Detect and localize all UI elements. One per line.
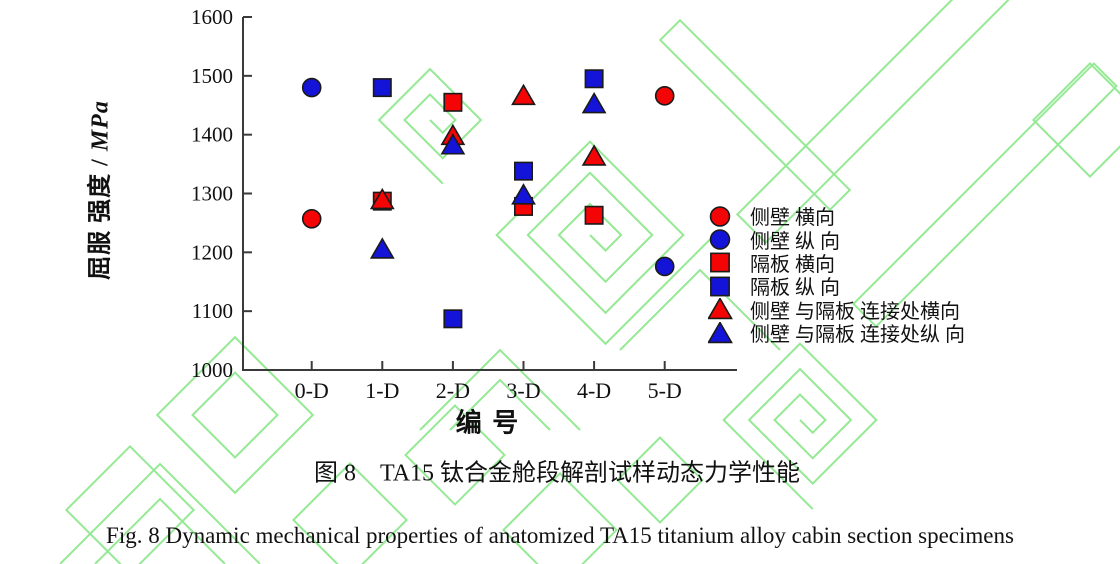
marker-triangle	[581, 144, 607, 166]
legend-label: 隔板 横向	[750, 253, 835, 276]
legend-item-sidewall-transverse: 侧壁 横向	[708, 204, 965, 230]
legend-marker-glyph	[710, 253, 730, 273]
y-tick-label: 1000	[191, 358, 233, 382]
y-axis-title-text: 屈服 强度 /	[87, 151, 114, 280]
marker-triangle	[369, 237, 395, 259]
x-tick-label: 2-D	[436, 378, 470, 403]
legend-marker-glyph	[708, 298, 733, 320]
x-tick-label: 4-D	[577, 378, 611, 403]
marker-circle	[654, 86, 675, 106]
x-tick-label: 0-D	[295, 378, 329, 403]
marker-square	[372, 78, 392, 98]
legend-label: 侧壁 与隔板 连接处纵 向	[750, 324, 965, 347]
y-tick-label: 1400	[191, 123, 233, 147]
marker-triangle	[511, 83, 536, 106]
x-tick-label: 3-D	[506, 378, 540, 403]
legend-item-bulkhead-transverse: 隔板 横向	[708, 251, 965, 276]
marker-triangle	[708, 321, 733, 343]
legend-item-joint-transverse: 侧壁 与隔板 连接处横向	[708, 298, 965, 323]
red-triangle-icon	[708, 298, 738, 320]
marker-square	[710, 253, 730, 273]
legend-label: 侧壁 纵 向	[750, 230, 840, 253]
marker-square	[584, 69, 604, 89]
y-tick-label: 1600	[191, 5, 233, 29]
red-circle-icon	[708, 205, 738, 227]
x-axis-title: 编 号	[455, 408, 521, 438]
legend-item-sidewall-longitudinal: 侧壁 纵 向	[708, 227, 965, 253]
marker-square	[584, 205, 604, 225]
legend-item-bulkhead-longitudinal: 隔板 纵 向	[708, 274, 965, 300]
blue-circle-icon	[708, 228, 738, 250]
legend-marker-glyph	[709, 229, 731, 250]
marker-triangle	[708, 298, 733, 320]
caption-english: Fig. 8 Dynamic mechanical properties of …	[106, 523, 1014, 548]
y-axis-unit: MPa	[87, 100, 114, 152]
blue-triangle-icon	[708, 321, 738, 344]
caption-chinese: 图 8 TA15 钛合金舱段解剖试样动态力学性能	[313, 460, 801, 487]
marker-triangle	[511, 183, 536, 205]
x-tick-label: 1-D	[365, 378, 399, 403]
y-tick-label: 1200	[191, 240, 233, 264]
marker-triangle	[581, 91, 607, 114]
legend-marker-glyph	[710, 276, 730, 297]
legend-marker-glyph	[709, 205, 731, 227]
y-axis-title: 屈服 强度 / MPa	[80, 100, 115, 280]
marker-circle	[709, 229, 731, 250]
marker-triangle	[369, 187, 395, 210]
marker-square	[710, 276, 730, 297]
legend: 侧壁 横向 侧壁 纵 向 隔板 横向 隔板 纵 向 侧壁 与隔板 连接处横向 侧…	[708, 204, 965, 347]
marker-circle	[301, 208, 322, 229]
marker-square	[513, 161, 533, 181]
legend-marker-glyph	[708, 321, 733, 343]
marker-square	[443, 92, 463, 112]
marker-circle	[709, 205, 731, 227]
marker-square	[443, 309, 463, 329]
legend-item-joint-longitudinal: 侧壁 与隔板 连接处纵 向	[708, 321, 965, 347]
legend-label: 侧壁 与隔板 连接处横向	[750, 300, 960, 323]
blue-square-icon	[708, 275, 738, 297]
legend-label: 隔板 纵 向	[750, 277, 840, 300]
y-tick-label: 1100	[192, 299, 233, 323]
marker-circle	[301, 77, 322, 98]
x-tick-label: 5-D	[648, 378, 682, 403]
y-tick-label: 1300	[191, 182, 233, 206]
marker-circle	[654, 256, 675, 277]
y-tick-label: 1500	[191, 64, 233, 88]
legend-label: 侧壁 横向	[750, 207, 835, 230]
marker-triangle	[440, 133, 466, 155]
red-square-icon	[708, 251, 738, 273]
axes	[242, 17, 737, 371]
